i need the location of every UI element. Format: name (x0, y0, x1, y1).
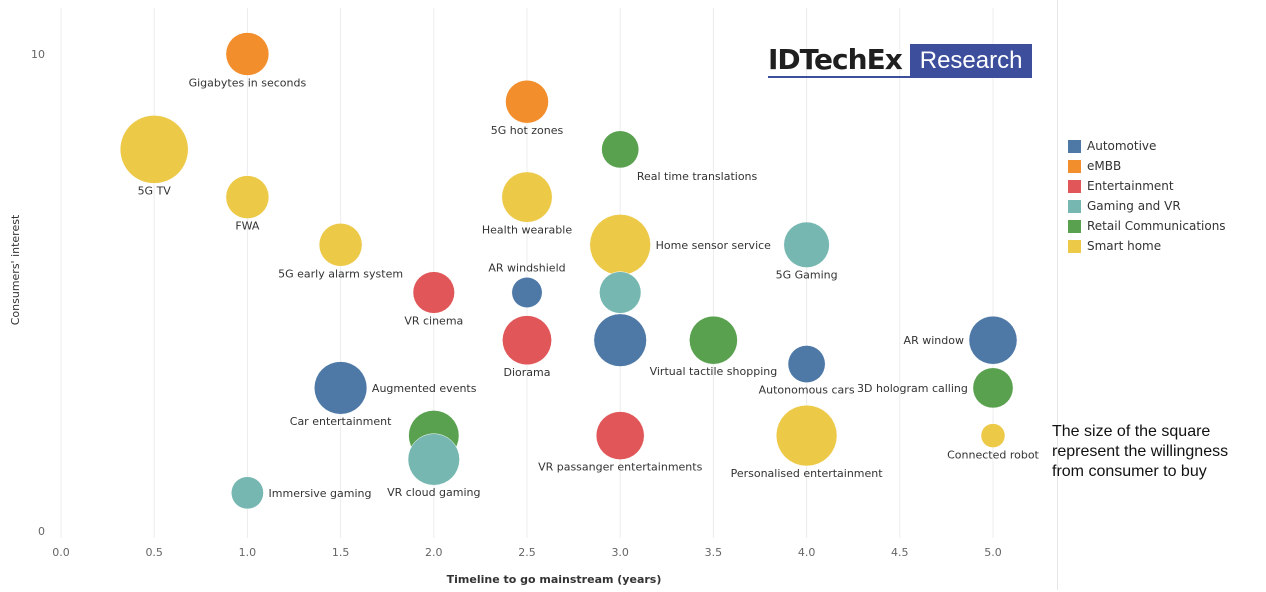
bubble-point[interactable] (775, 404, 838, 467)
data-label: Car entertainment (290, 415, 392, 428)
bubble-point[interactable] (412, 271, 455, 314)
x-tick-label: 0.0 (52, 546, 70, 559)
bubble-point[interactable] (407, 433, 460, 486)
data-label: Autonomous cars (759, 384, 855, 397)
x-tick-label: 1.0 (239, 546, 257, 559)
chart-frame (1057, 0, 1058, 590)
data-label: VR passanger entertainments (538, 461, 703, 474)
data-label: Diorama (504, 366, 551, 379)
data-label: Home sensor service (656, 239, 772, 252)
legend-label: Entertainment (1087, 179, 1174, 193)
x-tick-label: 2.5 (518, 546, 536, 559)
bubble-point[interactable] (314, 361, 368, 415)
data-label: Connected robot (947, 449, 1039, 462)
logo-wordmark: IDTechEx (768, 44, 910, 78)
bubble-point[interactable] (119, 115, 189, 184)
data-label: 5G hot zones (491, 124, 564, 137)
legend-swatch (1068, 179, 1081, 193)
bubble-point[interactable] (225, 32, 270, 76)
legend-item[interactable]: Gaming and VR (1068, 196, 1226, 216)
bubble-point[interactable] (593, 313, 647, 367)
bubble-point[interactable] (505, 79, 549, 124)
x-tick-label: 3.5 (705, 546, 723, 559)
y-axis-title: Consumers' interest (9, 214, 22, 325)
legend-label: Gaming and VR (1087, 199, 1181, 213)
logo-research: Research (909, 44, 1033, 78)
data-label: Gigabytes in seconds (189, 77, 307, 90)
data-label: 5G Gaming (776, 269, 838, 282)
legend-swatch (1068, 219, 1081, 233)
bubble-point[interactable] (787, 345, 826, 383)
legend-item[interactable]: Entertainment (1068, 176, 1226, 196)
legend-item[interactable]: Retail Communications (1068, 216, 1226, 236)
data-label: AR window (904, 334, 964, 347)
legend-item[interactable]: Automotive (1068, 136, 1226, 156)
legend-label: Smart home (1087, 239, 1162, 253)
x-tick-label: 5.0 (984, 546, 1002, 559)
data-label: AR windshield (488, 261, 565, 274)
legend: Automotive eMBB Entertainment Gaming and VR… (1068, 136, 1226, 256)
y-tick-label: 0 (38, 525, 45, 538)
legend-label: Automotive (1087, 139, 1157, 153)
bubble-chart: 0.0 0.5 1.0 1.5 2.0 2.5 3.0 3.5 4.0 4.5 5.0 0 10 Time… (9, 8, 1040, 586)
legend-swatch (1068, 159, 1081, 173)
legend-label: eMBB (1087, 159, 1122, 173)
data-label: VR cinema (404, 314, 463, 327)
data-label: Augmented events (372, 382, 477, 395)
idtechex-logo: IDTechEx Research (768, 44, 1033, 78)
legend-item[interactable]: Smart home (1068, 236, 1226, 256)
x-tick-label: 4.5 (891, 546, 909, 559)
data-label: VR cloud gaming (387, 486, 480, 499)
x-tick-label: 4.0 (798, 546, 816, 559)
data-label: Health wearable (482, 223, 572, 236)
bubble-point[interactable] (589, 214, 651, 276)
bubble-point[interactable] (689, 315, 738, 365)
data-label: Real time translations (637, 170, 758, 183)
x-tick-label: 1.5 (332, 546, 350, 559)
x-tick-label: 3.0 (611, 546, 629, 559)
legend-swatch (1068, 199, 1081, 213)
data-label: Immersive gaming (269, 487, 372, 500)
bubble-point[interactable] (599, 271, 642, 314)
bubble-point[interactable] (980, 423, 1006, 448)
data-label: 3D hologram calling (857, 382, 968, 395)
bubble-point[interactable] (225, 175, 270, 219)
legend-item[interactable]: eMBB (1068, 156, 1226, 176)
size-note: The size of the square represent the wil… (1052, 423, 1229, 480)
legend-swatch (1068, 139, 1081, 153)
bubble-point[interactable] (318, 223, 363, 267)
data-label: 5G TV (138, 184, 172, 197)
x-tick-label: 2.0 (425, 546, 443, 559)
legend-label: Retail Communications (1087, 219, 1226, 233)
x-axis-title: Timeline to go mainstream (years) (447, 573, 662, 586)
data-label: 5G early alarm system (278, 267, 403, 280)
bubble-point[interactable] (231, 476, 264, 510)
bubble-point[interactable] (972, 367, 1014, 409)
y-tick-label: 10 (31, 48, 45, 61)
bubble-point[interactable] (511, 277, 543, 308)
bubble-point[interactable] (601, 130, 640, 169)
data-label: Personalised entertainment (731, 467, 884, 480)
bubble-point[interactable] (968, 315, 1018, 365)
bubble-point[interactable] (502, 315, 552, 366)
data-label: Virtual tactile shopping (650, 365, 778, 378)
bubble-point[interactable] (595, 411, 645, 460)
bubble-point[interactable] (783, 221, 830, 268)
bubble-point[interactable] (501, 171, 553, 223)
legend-swatch (1068, 239, 1081, 253)
data-label: FWA (235, 220, 260, 233)
x-tick-label: 0.5 (145, 546, 163, 559)
